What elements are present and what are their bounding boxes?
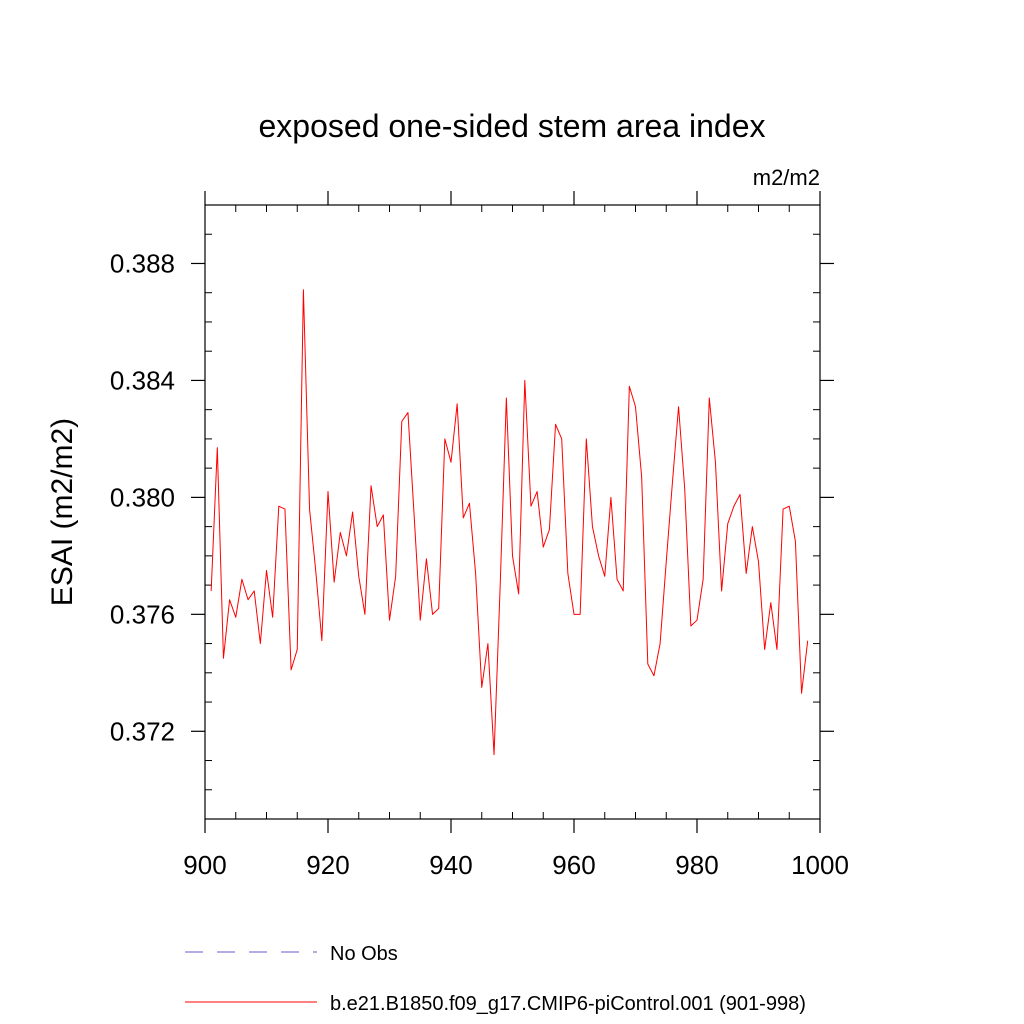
y-tick-label: 0.384 (110, 365, 175, 395)
y-tick-label: 0.376 (110, 599, 175, 629)
legend: No Obs b.e21.B1850.f09_g17.CMIP6-piContr… (185, 943, 806, 1015)
legend-label-no-obs: No Obs (330, 943, 398, 965)
x-tick-label: 960 (552, 850, 595, 880)
x-tick-label: 980 (675, 850, 718, 880)
legend-label-model-run: b.e21.B1850.f09_g17.CMIP6-piControl.001 … (330, 993, 806, 1015)
x-tick-label: 920 (306, 850, 349, 880)
y-axis-label: ESAI (m2/m2) (46, 418, 79, 606)
y-tick-label: 0.380 (110, 482, 175, 512)
series-layer (210, 289, 809, 756)
axis-tick-labels: 900 920 940 960 980 1000 0.372 0.376 0.380 0.384 0… (110, 248, 849, 880)
axis-ticks (191, 191, 834, 833)
x-tick-label: 900 (183, 850, 226, 880)
x-tick-label: 1000 (791, 850, 849, 880)
series-line (210, 289, 809, 756)
x-tick-label: 940 (429, 850, 472, 880)
plot-frame (204, 204, 821, 820)
units-label: m2/m2 (753, 165, 820, 190)
y-tick-label: 0.388 (110, 248, 175, 278)
chart-title: exposed one-sided stem area index (259, 108, 766, 144)
y-tick-label: 0.372 (110, 716, 175, 746)
